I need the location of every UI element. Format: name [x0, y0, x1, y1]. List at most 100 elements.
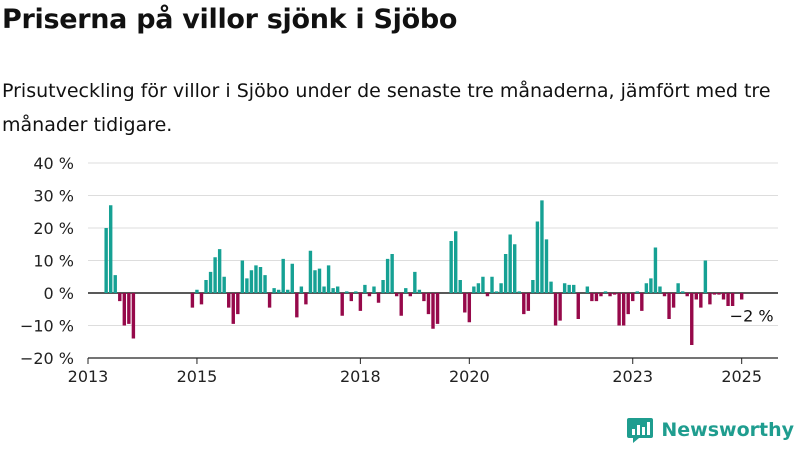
- bar: [472, 286, 476, 293]
- bar: [340, 293, 344, 316]
- bar: [249, 270, 254, 293]
- bar: [463, 293, 467, 313]
- bar: [272, 288, 276, 293]
- bar: [349, 293, 353, 302]
- bar: [612, 293, 617, 295]
- bar: [567, 284, 571, 293]
- x-tick-label: 2018: [340, 367, 381, 386]
- y-tick-label: 30 %: [33, 187, 74, 206]
- bar: [717, 293, 721, 295]
- bar: [576, 293, 580, 319]
- bar: [662, 293, 667, 297]
- bar: [553, 293, 558, 326]
- bar: [122, 293, 127, 326]
- bar: [408, 293, 413, 297]
- bar: [435, 293, 440, 324]
- bar: [453, 231, 458, 293]
- bar: [694, 293, 698, 300]
- bar: [558, 293, 562, 321]
- bar: [617, 293, 621, 326]
- bar: [381, 280, 385, 293]
- bar: [476, 283, 481, 293]
- bar: [131, 293, 136, 339]
- bar: [626, 293, 630, 315]
- bar: [640, 293, 644, 311]
- bar: [685, 293, 689, 297]
- bar: [295, 293, 299, 318]
- y-tick-label: −10 %: [20, 317, 74, 336]
- bar-chart: −20 %−10 %0 %10 %20 %30 %40 % 2013 2015 20…: [20, 154, 778, 386]
- bar: [376, 293, 381, 303]
- x-axis: 2013 2015 2018 2020 2023 2025: [68, 357, 778, 386]
- bar: [286, 289, 290, 293]
- bar: [585, 286, 590, 293]
- bar: [562, 283, 567, 293]
- bar: [671, 293, 676, 308]
- bar: [517, 291, 521, 293]
- bar: [195, 289, 199, 293]
- x-tick-label: 2025: [721, 367, 762, 386]
- bar: [481, 276, 485, 293]
- bar: [526, 293, 531, 311]
- bar: [621, 293, 626, 326]
- bar: [653, 247, 658, 293]
- y-tick-label: 10 %: [33, 252, 74, 271]
- bar: [113, 275, 117, 293]
- bar: [213, 257, 217, 293]
- y-tick-labels: −20 % −10 % 0 % 10 % 20 % 30 % 40 %: [20, 154, 74, 368]
- bar: [345, 291, 349, 293]
- bar: [503, 254, 508, 293]
- bar: [431, 293, 435, 329]
- bar: [594, 293, 599, 302]
- bar: [544, 239, 549, 293]
- bar: [331, 288, 335, 293]
- bar: [690, 293, 694, 345]
- bar: [254, 265, 258, 293]
- bar: [190, 293, 195, 308]
- brand-name: Newsworthy: [661, 419, 794, 441]
- bar: [390, 254, 394, 293]
- bar: [572, 284, 576, 293]
- bar: [118, 293, 122, 302]
- bar: [372, 286, 376, 293]
- bar: [608, 293, 612, 297]
- bar: [304, 293, 308, 305]
- bar: [522, 293, 526, 315]
- bar: [299, 286, 304, 293]
- bar: [499, 283, 503, 293]
- bar: [658, 286, 662, 293]
- bar: [263, 275, 267, 293]
- bar: [426, 293, 431, 315]
- bar: [363, 284, 367, 293]
- bar: [549, 281, 553, 293]
- newsworthy-logo-icon: [627, 418, 654, 443]
- bar: [599, 293, 603, 297]
- y-tick-label: −20 %: [20, 349, 74, 368]
- y-tick-label: 20 %: [33, 219, 74, 238]
- bar: [313, 270, 317, 293]
- bar: [508, 234, 512, 293]
- bar: [245, 278, 249, 293]
- bar: [667, 293, 671, 319]
- bar: [358, 293, 363, 311]
- bar: [703, 260, 708, 293]
- x-tick-label: 2023: [612, 367, 653, 386]
- bar: [494, 291, 499, 293]
- bar: [676, 283, 680, 293]
- y-tick-label: 40 %: [33, 154, 74, 173]
- bar: [404, 288, 408, 293]
- bar: [290, 263, 294, 293]
- x-tick-label: 2020: [449, 367, 490, 386]
- chart-title: Priserna på villor sjönk i Sjöbo: [2, 4, 458, 35]
- bar: [127, 293, 131, 324]
- bar: [208, 271, 213, 293]
- bar: [367, 293, 372, 297]
- bar: [590, 293, 594, 302]
- x-tick-label: 2015: [177, 367, 218, 386]
- bar: [108, 205, 113, 293]
- bar: [258, 267, 263, 293]
- bar: [227, 293, 231, 308]
- bar: [240, 260, 245, 293]
- bar: [699, 293, 703, 308]
- bar: [236, 293, 240, 315]
